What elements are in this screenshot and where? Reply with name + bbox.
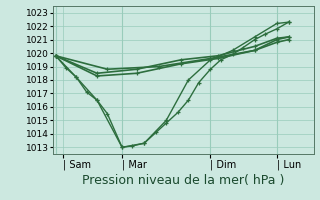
- X-axis label: Pression niveau de la mer( hPa ): Pression niveau de la mer( hPa ): [82, 174, 284, 187]
